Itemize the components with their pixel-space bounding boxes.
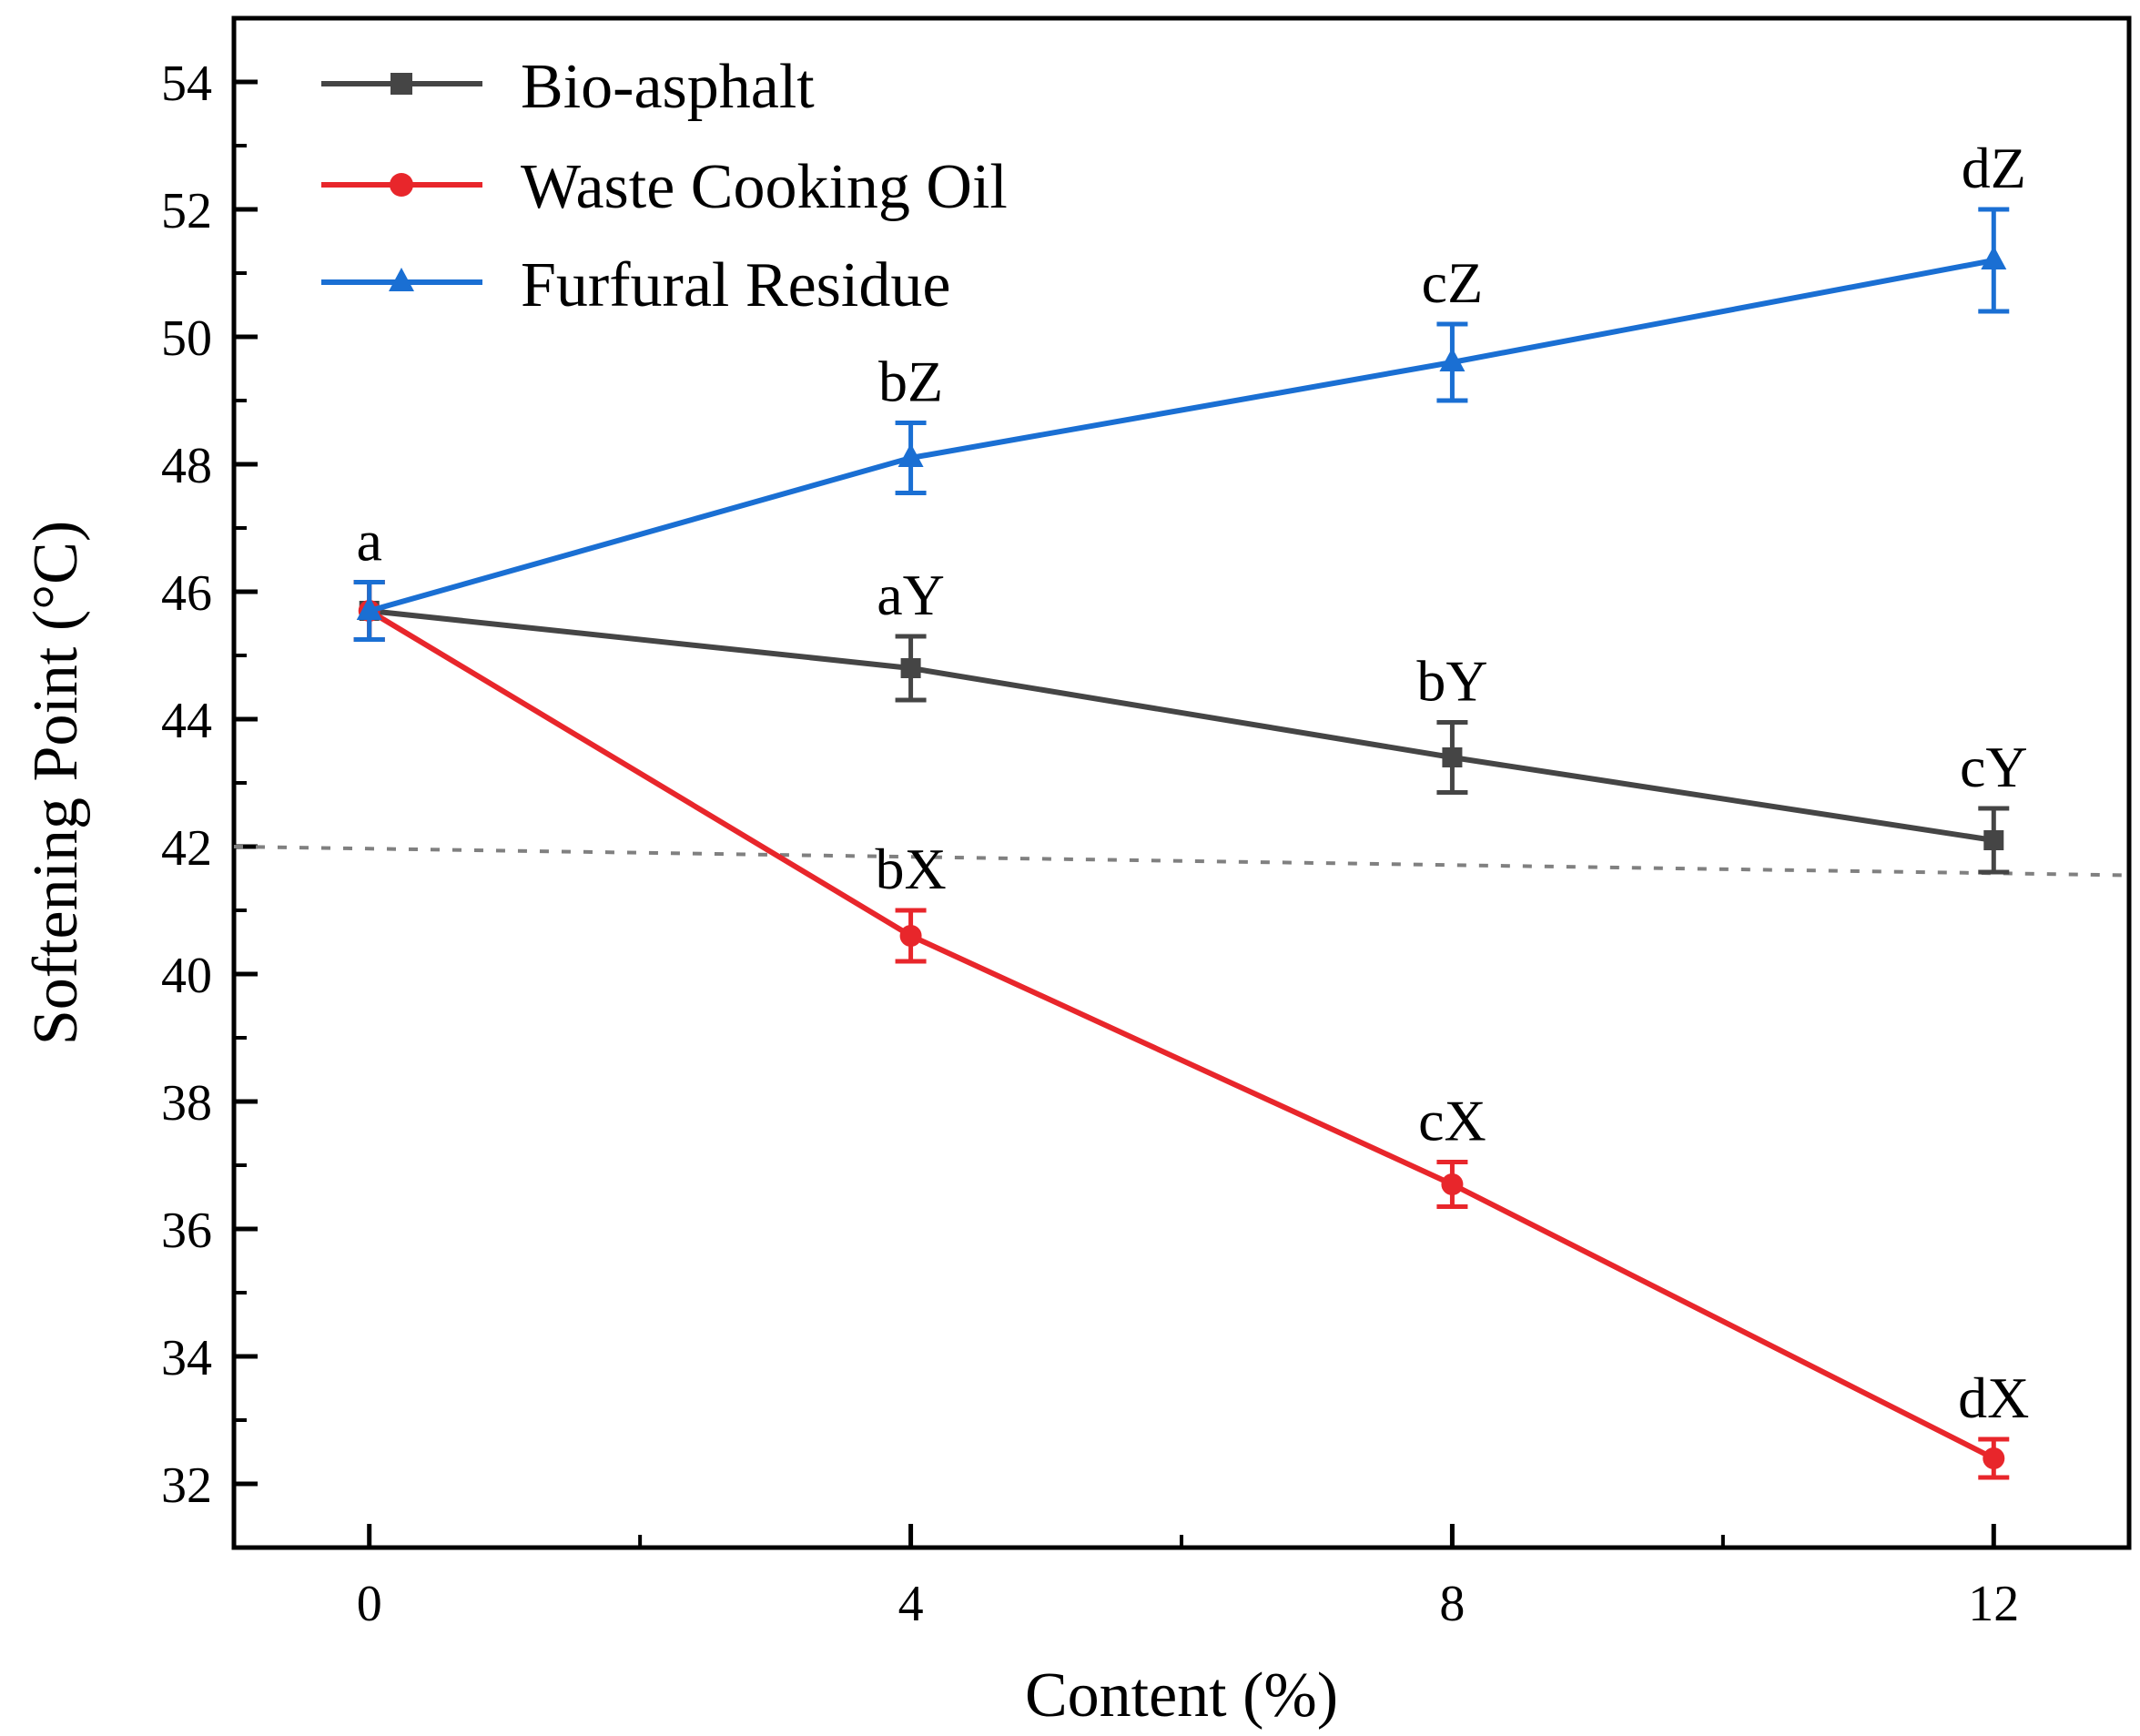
x-tick-label: 12 — [1968, 1576, 2019, 1632]
y-tick-label: 44 — [161, 693, 212, 749]
x-axis-label: Content (%) — [1025, 1660, 1338, 1731]
legend-circle-marker — [390, 173, 413, 197]
series-line-furfural-residue — [368, 258, 1994, 614]
data-point-triangle — [898, 443, 924, 467]
y-axis-label: Softening Point (°C) — [21, 521, 91, 1045]
x-tick-label: 0 — [357, 1576, 382, 1632]
data-point-square — [1442, 747, 1463, 767]
plot-frame — [231, 15, 2132, 1550]
y-tick-label: 50 — [161, 310, 212, 367]
point-label: bX — [875, 837, 946, 901]
series-line-bio-asphalt — [369, 608, 1994, 843]
data-point-square — [900, 658, 921, 678]
point-label: bY — [1416, 649, 1487, 714]
y-tick-label: 46 — [161, 565, 212, 622]
y-tick-label: 38 — [161, 1075, 212, 1132]
data-point-triangle — [1439, 348, 1466, 371]
reference-dotted-line — [233, 845, 2130, 878]
legend-triangle-marker — [389, 268, 414, 291]
point-label: bZ — [878, 350, 943, 414]
legend-label-waste-cooking-oil: Waste Cooking Oil — [521, 152, 1008, 222]
series-furfural-residue — [353, 207, 2010, 642]
data-point-triangle — [1981, 246, 2007, 269]
data-point-triangle — [356, 596, 382, 620]
point-label: cY — [1960, 735, 2028, 799]
y-tick-label: 32 — [161, 1457, 212, 1514]
y-tick-label: 54 — [161, 56, 212, 112]
data-point-circle — [1441, 1173, 1464, 1195]
x-tick-label: 8 — [1439, 1576, 1465, 1632]
series-layer — [353, 207, 2010, 1480]
point-label: dX — [1958, 1365, 2029, 1430]
data-point-circle — [1983, 1447, 2005, 1469]
y-tick-label: 34 — [161, 1330, 212, 1386]
legend-label-furfural-residue: Furfural Residue — [521, 250, 950, 320]
point-label: a — [357, 509, 382, 574]
legend-item-bio-asphalt: Bio-asphalt — [321, 52, 815, 122]
reference-layer — [233, 845, 2130, 878]
y-tick-label: 52 — [161, 183, 212, 239]
point-label: cZ — [1422, 250, 1484, 315]
y-tick-label: 36 — [161, 1203, 212, 1259]
legend: Bio-asphalt Waste Cooking Oil Furfural R… — [321, 52, 1008, 320]
legend-label-bio-asphalt: Bio-asphalt — [521, 52, 815, 122]
point-label-layer: aY bY cY bX cX dX a bZ cZ dZ — [357, 136, 2030, 1430]
point-label: cX — [1418, 1089, 1486, 1153]
legend-item-furfural-residue: Furfural Residue — [321, 250, 950, 320]
y-tick-label: 48 — [161, 438, 212, 494]
legend-item-waste-cooking-oil: Waste Cooking Oil — [321, 152, 1008, 222]
y-tick-label: 42 — [161, 820, 212, 877]
series-line-waste-cooking-oil — [368, 608, 1995, 1461]
x-tick-label: 4 — [898, 1576, 924, 1632]
data-point-circle — [899, 925, 922, 947]
point-label: aY — [877, 563, 945, 627]
legend-square-marker — [390, 73, 412, 95]
point-label: dZ — [1962, 136, 2026, 200]
data-point-square — [1983, 830, 2004, 850]
y-tick-label: 40 — [161, 948, 212, 1004]
